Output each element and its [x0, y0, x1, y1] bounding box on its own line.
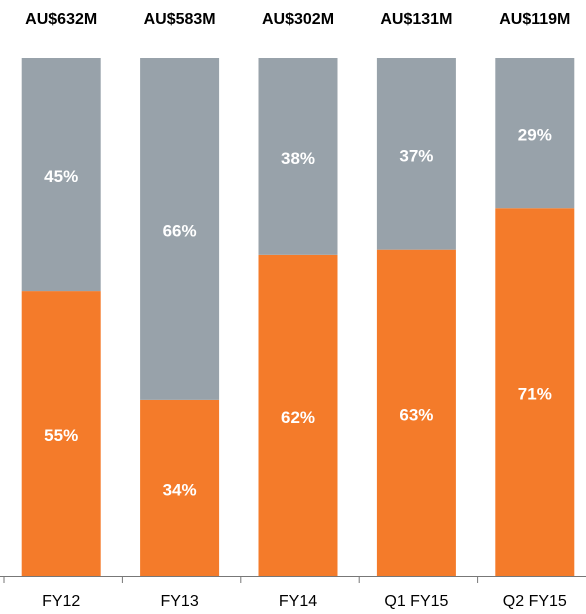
value-label: 38% [281, 149, 315, 168]
value-label: 45% [44, 167, 78, 186]
bar-segment [376, 58, 456, 250]
x-tick-label: FY14 [279, 593, 317, 610]
bar-segment [258, 58, 338, 255]
total-label: AU$119M [499, 11, 570, 28]
bar-segment [140, 399, 220, 576]
total-label: AU$583M [144, 11, 216, 28]
value-label: 37% [399, 146, 433, 165]
x-tick-label: FY12 [42, 593, 80, 610]
value-label: 55% [44, 426, 78, 445]
x-tick-label: Q1 FY15 [384, 593, 448, 610]
value-label: 29% [518, 126, 552, 145]
value-label: 34% [163, 480, 197, 499]
bar-segment [258, 254, 338, 576]
bar-segment [376, 249, 456, 576]
total-label: AU$632M [25, 11, 97, 28]
value-label: 62% [281, 408, 315, 427]
x-tick-label: Q2 FY15 [503, 593, 567, 610]
value-label: 71% [518, 385, 552, 404]
bar-segment [21, 291, 101, 576]
bar-segment [21, 58, 101, 292]
value-label: 63% [399, 405, 433, 424]
total-label: AU$302M [262, 11, 334, 28]
value-label: 66% [163, 221, 197, 240]
bar-segment [495, 58, 575, 209]
x-tick-label: FY13 [160, 593, 198, 610]
bar-segment [140, 58, 220, 400]
bar-segment [495, 208, 575, 576]
total-label: AU$131M [380, 11, 452, 28]
